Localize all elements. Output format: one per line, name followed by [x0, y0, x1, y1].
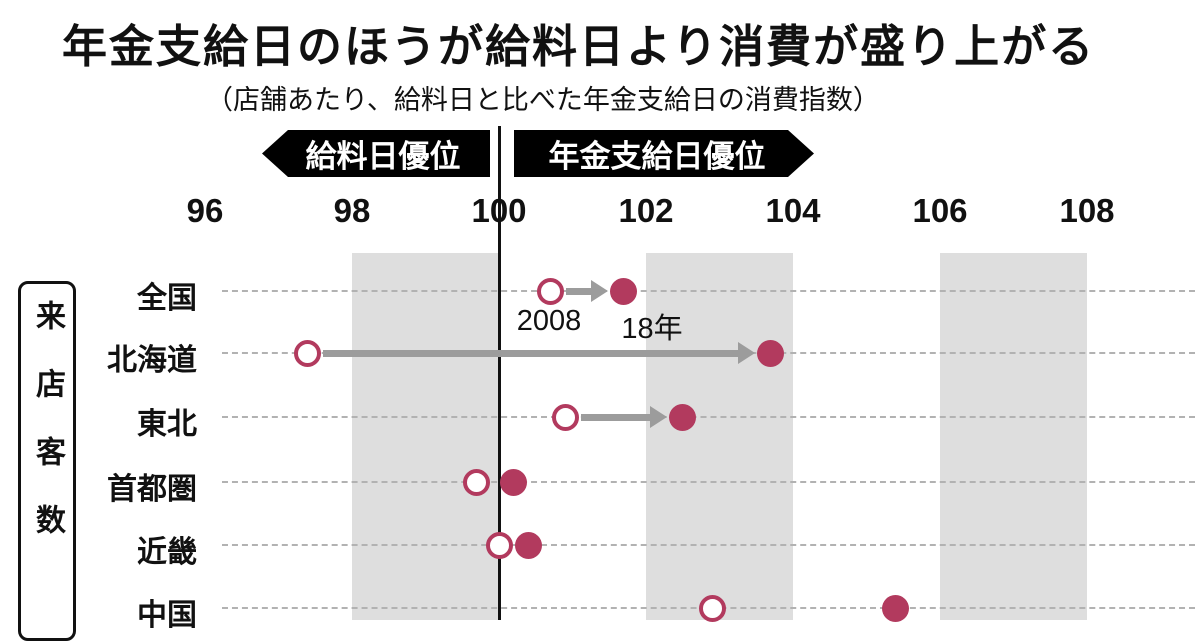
x-tick-label: 108	[1059, 192, 1115, 229]
row-line-metropolitan	[222, 481, 1195, 483]
row-label-tohoku: 東北	[137, 408, 197, 441]
y-axis-label: 来店客数	[31, 300, 64, 572]
payday-advantage-label: 給料日優位	[305, 139, 461, 174]
arrow-head-tohoku	[650, 406, 668, 428]
x-tick-label: 104	[765, 192, 821, 229]
x-tick-label: 102	[618, 192, 674, 229]
filled-circle-hokkaido	[757, 339, 785, 367]
y-axis-label-box: 来店客数	[18, 281, 76, 641]
filled-circle-chugoku	[882, 594, 910, 622]
open-circle-chugoku	[698, 594, 726, 622]
chart-title: 年金支給日のほうが給料日より消費が盛り上がる	[62, 21, 1096, 72]
x-tick-label: 106	[912, 192, 968, 229]
open-circle-metropolitan	[463, 468, 491, 496]
filled-circle-tohoku	[669, 403, 697, 431]
grid-band	[352, 253, 499, 620]
row-label-metropolitan: 首都圏	[107, 473, 197, 506]
x-tick-label: 98	[333, 192, 371, 229]
row-line-nationwide	[222, 290, 1195, 292]
pension-day-advantage-banner: 年金支給日優位	[514, 130, 814, 177]
open-circle-kinki	[485, 531, 513, 559]
row-label-nationwide: 全国	[137, 282, 197, 315]
row-label-hokkaido: 北海道	[107, 344, 197, 377]
open-circle-tohoku	[551, 403, 579, 431]
arrow-shaft-hokkaido	[323, 349, 741, 357]
open-circle-hokkaido	[294, 339, 322, 367]
chart-subtitle: （店舗あたり、給料日と比べた年金支給日の消費指数）	[206, 85, 880, 115]
open-circle-nationwide	[536, 277, 564, 305]
arrow-head-hokkaido	[738, 342, 756, 364]
x-tick-label: 96	[186, 192, 224, 229]
filled-circle-metropolitan	[500, 468, 528, 496]
grid-band	[940, 253, 1087, 620]
arrow-shaft-tohoku	[580, 413, 653, 421]
payday-advantage-banner: 給料日優位	[262, 130, 490, 177]
filled-circle-nationwide	[610, 277, 638, 305]
annotation-open-year: 2008	[516, 305, 582, 337]
baseline-100-line	[497, 126, 501, 620]
row-label-kinki: 近畿	[137, 536, 197, 569]
arrow-shaft-nationwide	[565, 287, 594, 295]
pension-vs-payday-consumption-chart: { "title": "年金支給日のほうが給料日より消費が盛り上がる", "su…	[18, 21, 1195, 641]
pension-day-advantage-label: 年金支給日優位	[548, 139, 766, 174]
row-line-tohoku	[222, 416, 1195, 418]
arrow-head-nationwide	[591, 280, 609, 302]
row-line-kinki	[222, 544, 1195, 546]
filled-circle-kinki	[514, 531, 542, 559]
grid-band	[646, 253, 793, 620]
annotation-filled-year: 18年	[621, 313, 683, 345]
row-label-chugoku: 中国	[137, 599, 197, 632]
